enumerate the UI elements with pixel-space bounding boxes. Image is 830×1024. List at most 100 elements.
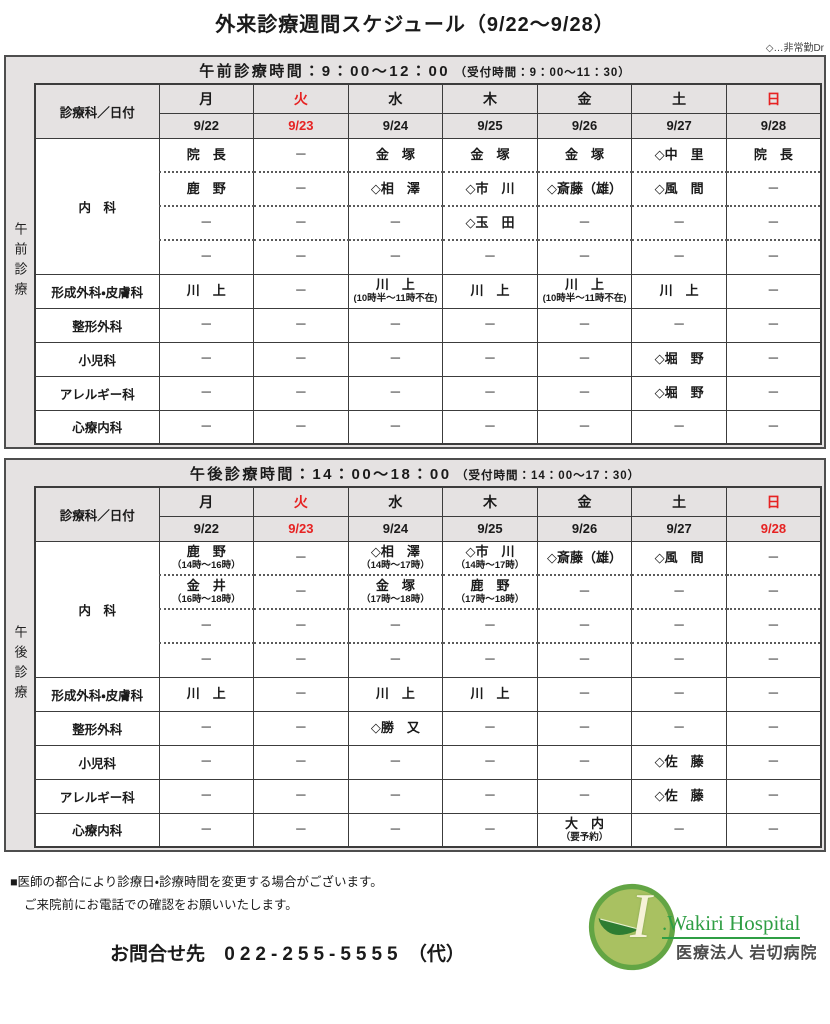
- doctor-name: －: [199, 350, 213, 366]
- schedule-cell: －: [631, 239, 727, 275]
- doctor-name: －: [766, 549, 780, 565]
- day-header: 日: [725, 83, 822, 114]
- day-header: 木: [442, 83, 538, 114]
- schedule-cell: 金 塚: [347, 137, 444, 173]
- doctor-name: －: [294, 384, 308, 400]
- doctor-name: －: [672, 685, 686, 701]
- doctor-name: －: [199, 617, 213, 633]
- department-label: 形成外科・皮膚科: [34, 676, 160, 712]
- doctor-name: －: [483, 753, 497, 769]
- schedule-cell: －: [631, 574, 727, 610]
- doctor-name: ◇斎藤（雄）: [547, 549, 623, 565]
- parttime-doctor-legend: ◇…非常勤Dr: [765, 43, 824, 54]
- doctor-name: ◇市 川: [465, 180, 515, 196]
- doctor-name: －: [483, 719, 497, 735]
- contact-label: お問合せ先: [110, 944, 206, 965]
- schedule-cell: －: [253, 812, 349, 848]
- doctor-name: －: [294, 350, 308, 366]
- doctor-name: －: [766, 821, 780, 837]
- doctor-name: －: [578, 753, 592, 769]
- schedule-cell: ◇相 澤: [347, 171, 444, 207]
- schedule-cell: －: [536, 608, 633, 644]
- doctor-name: －: [199, 787, 213, 803]
- doctor-name: －: [766, 249, 780, 265]
- doctor-name: －: [578, 583, 592, 599]
- date-header: 9/27: [631, 515, 727, 542]
- doctor-name: －: [578, 214, 592, 230]
- schedule-cell: 金 井（16時～18時）: [158, 574, 255, 610]
- doctor-name: －: [294, 146, 308, 162]
- doctor-name: －: [578, 316, 592, 332]
- doctor-name: －: [483, 617, 497, 633]
- schedule-cell: －: [442, 239, 538, 275]
- hospital-logo: I .Wakiri Hospital 医療法人 岩切病院: [566, 877, 818, 977]
- schedule-cell: 川 上 (10時半～11時不在): [536, 273, 633, 309]
- schedule-cell: －: [631, 710, 727, 746]
- doctor-name: －: [672, 652, 686, 668]
- doctor-name: －: [294, 249, 308, 265]
- schedule-cell: ◇堀 野: [631, 375, 727, 411]
- logo-letter: I: [630, 880, 652, 951]
- doctor-name: ◇勝 又: [370, 719, 420, 735]
- schedule-cell: －: [158, 778, 255, 814]
- day-header: 水: [347, 83, 444, 114]
- schedule-cell: －: [253, 205, 349, 241]
- doctor-name: －: [483, 384, 497, 400]
- doctor-name: 金 塚: [375, 578, 415, 594]
- schedule-cell: 院 長: [725, 137, 822, 173]
- schedule-cell: －: [253, 710, 349, 746]
- doctor-name: －: [294, 821, 308, 837]
- schedule-cell: －: [253, 137, 349, 173]
- time-note: （17時～18時）: [455, 594, 525, 606]
- schedule-cell: －: [158, 341, 255, 377]
- doctor-name: －: [578, 350, 592, 366]
- department-label: 小児科: [34, 341, 160, 377]
- doctor-name: －: [294, 549, 308, 565]
- schedule-cell: －: [725, 676, 822, 712]
- schedule-cell: －: [442, 744, 538, 780]
- doctor-name: －: [766, 214, 780, 230]
- doctor-name: －: [578, 685, 592, 701]
- doctor-name: －: [388, 652, 402, 668]
- date-header: 9/26: [536, 515, 633, 542]
- schedule-cell: 川 上: [442, 676, 538, 712]
- doctor-name: －: [672, 316, 686, 332]
- schedule-cell: －: [725, 574, 822, 610]
- schedule-cell: 金 塚（17時～18時）: [347, 574, 444, 610]
- doctor-name: －: [388, 316, 402, 332]
- schedule-cell: 金 塚: [442, 137, 538, 173]
- doctor-name: ◇中 里: [654, 146, 704, 162]
- schedule-cell: －: [347, 778, 444, 814]
- time-note: （14時～16時）: [171, 560, 241, 572]
- doctor-name: ◇風 間: [654, 549, 704, 565]
- morning-reception-label: （受付時間：9：00～11：30）: [454, 67, 631, 79]
- doctor-name: －: [766, 316, 780, 332]
- department-label: 心療内科: [34, 409, 160, 445]
- schedule-cell: －: [253, 409, 349, 445]
- doctor-name: －: [294, 685, 308, 701]
- schedule-cell: －: [631, 205, 727, 241]
- schedule-cell: －: [253, 540, 349, 576]
- schedule-cell: －: [253, 171, 349, 207]
- doctor-name: ◇堀 野: [654, 384, 704, 400]
- doctor-name: 金 塚: [375, 146, 415, 162]
- doctor-name: －: [388, 821, 402, 837]
- doctor-name: 金 塚: [565, 146, 605, 162]
- doctor-name: －: [294, 180, 308, 196]
- doctor-name: －: [388, 214, 402, 230]
- doctor-name: 川 上: [659, 282, 699, 298]
- schedule-cell: －: [158, 710, 255, 746]
- doctor-name: －: [766, 652, 780, 668]
- doctor-name: ◇相 澤: [370, 543, 420, 559]
- doctor-name: ◇市 川: [465, 543, 515, 559]
- doctor-name: －: [766, 617, 780, 633]
- doctor-name: －: [483, 249, 497, 265]
- schedule-cell: －: [442, 409, 538, 445]
- department-label: アレルギー科: [34, 375, 160, 411]
- doctor-name: －: [578, 719, 592, 735]
- schedule-cell: －: [253, 375, 349, 411]
- doctor-name: －: [294, 583, 308, 599]
- schedule-cell: ◇風 間: [631, 171, 727, 207]
- doctor-name: 金 塚: [470, 146, 510, 162]
- doctor-name: －: [578, 652, 592, 668]
